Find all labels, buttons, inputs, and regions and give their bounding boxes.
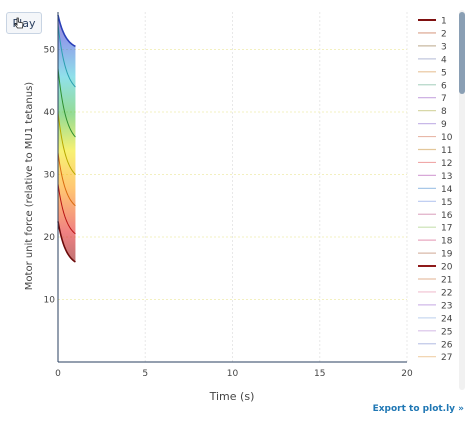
x-axis-label: Time (s)	[209, 390, 255, 403]
series-line	[57, 152, 76, 207]
legend-label[interactable]: 5	[441, 68, 447, 78]
x-tick-label: 20	[401, 369, 413, 379]
y-tick-label: 20	[44, 233, 56, 243]
x-tick-label: 0	[55, 369, 61, 379]
legend-label[interactable]: 11	[441, 146, 452, 156]
series-line	[57, 14, 76, 48]
legend-label[interactable]: 24	[441, 314, 453, 324]
force-envelope	[58, 15, 76, 262]
legend-label[interactable]: 3	[441, 42, 447, 52]
y-tick-label: 30	[44, 171, 56, 181]
legend-label[interactable]: 1	[441, 17, 447, 27]
legend-label[interactable]: 9	[441, 120, 447, 130]
legend-label[interactable]: 4	[441, 55, 447, 65]
play-button-label: Play	[12, 16, 36, 30]
legend-label[interactable]: 8	[441, 107, 447, 117]
y-tick-label: 50	[44, 46, 56, 56]
envelope-area	[58, 15, 76, 262]
legend-label[interactable]: 21	[441, 276, 452, 286]
legend-label[interactable]: 19	[441, 250, 453, 260]
legend-scrollbar[interactable]	[459, 10, 465, 390]
legend-label[interactable]: 22	[441, 288, 452, 298]
y-tick-labels: 10 20 30 40 50	[44, 46, 56, 306]
legend-label[interactable]: 12	[441, 159, 452, 169]
legend-label[interactable]: 25	[441, 327, 452, 337]
series-line	[57, 183, 76, 235]
legend-label[interactable]: 16	[441, 211, 453, 221]
legend-scrollbar-thumb[interactable]	[459, 12, 465, 94]
legend-label[interactable]: 14	[441, 185, 453, 195]
legend-label[interactable]: 10	[441, 133, 453, 143]
axes	[57, 12, 407, 363]
legend-label[interactable]: 23	[441, 301, 452, 311]
y-tick-label: 10	[44, 296, 56, 306]
x-tick-labels: 0 5 10 15 20	[55, 369, 413, 379]
series-line	[57, 24, 76, 88]
legend-label[interactable]: 17	[441, 224, 452, 234]
play-button[interactable]: Play	[6, 12, 42, 34]
legend-label[interactable]: 20	[441, 263, 453, 273]
x-tick-label: 15	[314, 369, 325, 379]
series-line	[57, 111, 76, 175]
grid	[58, 12, 408, 362]
legend-label[interactable]: 27	[441, 353, 452, 363]
y-axis-label: Motor unit force (relative to MU1 tetanu…	[24, 82, 35, 291]
legend[interactable]: 1234567891011121314151617181920212223242…	[418, 17, 453, 364]
legend-label[interactable]: 6	[441, 81, 447, 91]
export-to-plotly-link[interactable]: Export to plot.ly »	[372, 404, 464, 414]
x-tick-label: 5	[142, 369, 148, 379]
legend-label[interactable]: 2	[441, 29, 447, 39]
legend-label[interactable]: 26	[441, 340, 453, 350]
x-tick-label: 10	[227, 369, 239, 379]
series-line	[57, 221, 76, 263]
y-tick-label: 40	[44, 108, 56, 118]
legend-label[interactable]: 18	[441, 237, 453, 247]
series-lines	[57, 14, 76, 263]
series-line	[57, 68, 76, 138]
legend-label[interactable]: 7	[441, 94, 447, 104]
legend-label[interactable]: 13	[441, 172, 452, 182]
legend-label[interactable]: 15	[441, 198, 452, 208]
